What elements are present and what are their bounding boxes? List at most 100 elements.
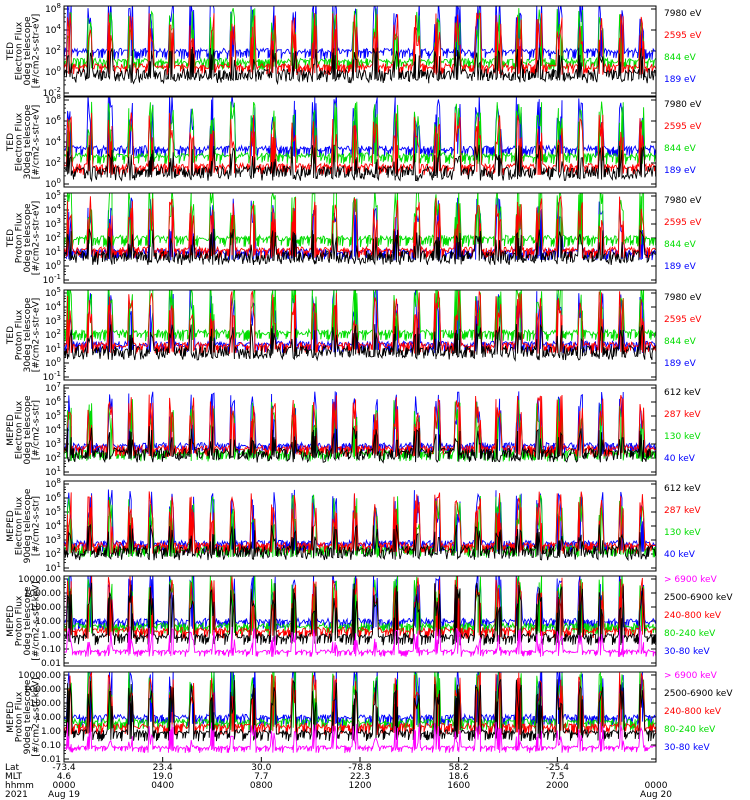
legend-entry: 2595 eV: [664, 31, 702, 41]
y-tick-label: 100: [45, 259, 61, 272]
y-tick-label: 105: [45, 189, 61, 202]
y-tick-label: 105: [45, 505, 61, 518]
series-trace-7980-eV: [64, 144, 656, 183]
legend-entry: 130 keV: [664, 432, 701, 442]
legend-entry: 189 eV: [664, 166, 697, 176]
y-axis-label-line: MEPED: [6, 605, 16, 637]
legend-entry: 80-240 keV: [664, 725, 716, 735]
y-axis-label-line: [#/cm2-s-str-eV]: [32, 201, 42, 276]
x-tick-label: 0400: [151, 781, 174, 791]
x-tick-label: 18.6: [449, 772, 469, 782]
y-axis-label-line: Electron Flux: [15, 400, 25, 459]
x-tick-label: 0000: [645, 781, 668, 791]
legend-entry: > 6900 keV: [664, 671, 718, 681]
legend-entry: 7980 eV: [664, 100, 702, 110]
trace-group: [64, 576, 656, 658]
y-tick-label: 108: [45, 2, 61, 15]
x-tick-label: 30.0: [251, 763, 271, 773]
legend-entry: 2595 eV: [664, 315, 702, 325]
trace-group: [64, 391, 656, 464]
panel-frame: [63, 5, 657, 97]
trace-group: [64, 489, 656, 562]
y-tick-label: 101: [45, 342, 61, 355]
legend-entry: 30-80 keV: [664, 743, 710, 753]
y-axis-label-line: [#/cm2-s-str-keV]: [32, 677, 42, 756]
y-axis-label-line: [#/cm2-s-str-eV]: [32, 298, 42, 373]
y-axis-label-line: 0deg telescope: [23, 203, 33, 273]
y-axis-label-line: MEPED: [6, 510, 16, 542]
y-tick-label: 1000.00: [24, 589, 61, 599]
legend-entry: 189 eV: [664, 359, 697, 369]
y-axis-label-line: 90deg telescope: [23, 488, 33, 563]
series-trace-189-eV: [64, 6, 656, 61]
y-axis-label-line: Electron Flux: [15, 496, 25, 555]
y-tick-label: 102: [45, 44, 61, 57]
x-tick-label: 7.7: [254, 772, 268, 782]
x-axis-row-label: MLT: [5, 772, 23, 782]
series-trace-7980-eV: [64, 323, 656, 362]
x-tick-label: 4.6: [57, 772, 72, 782]
legend-entry: 240-800 keV: [664, 707, 722, 717]
y-axis-label-line: TED: [6, 229, 16, 248]
legend-entry: 287 keV: [664, 410, 701, 420]
y-axis-label-line: TED: [6, 133, 16, 152]
y-axis-label-line: MEPED: [6, 701, 16, 733]
y-tick-label: 103: [45, 314, 61, 327]
series-trace-612-keV: [64, 523, 656, 562]
legend-entry: 40 keV: [664, 454, 696, 464]
x-tick-label: 1200: [349, 781, 372, 791]
y-axis-label-line: Proton Flux: [15, 595, 25, 646]
y-axis-label-line: Electron Flux: [15, 21, 25, 80]
y-tick-label: 106: [45, 491, 61, 504]
y-tick-label: 0.01: [41, 659, 61, 669]
y-tick-label: 10.00: [35, 713, 61, 723]
y-tick-label: 0.10: [41, 741, 61, 751]
trace-group: [64, 290, 656, 362]
series-trace-7980-eV: [64, 228, 656, 266]
legend-entry: 130 keV: [664, 528, 701, 538]
series-trace--6900-keV: [64, 721, 656, 754]
y-tick-label: 108: [45, 93, 61, 106]
y-tick-label: 103: [45, 533, 61, 546]
y-tick-label: 104: [45, 519, 61, 532]
legend-entry: 2500-6900 keV: [664, 593, 733, 603]
legend-entry: 2595 eV: [664, 122, 702, 132]
x-tick-label: 0800: [250, 781, 273, 791]
legend-entry: 844 eV: [664, 144, 697, 154]
x-tick-label: 2000: [546, 781, 569, 791]
y-axis-label-line: Proton Flux: [15, 212, 25, 263]
y-tick-label: 103: [45, 437, 61, 450]
y-tick-label: 1000.00: [24, 685, 61, 695]
y-tick-label: 10-1: [43, 370, 61, 383]
y-tick-label: 0.10: [41, 645, 61, 655]
y-axis-label-line: TED: [6, 42, 16, 61]
series-trace-2500-6900-keV: [64, 679, 656, 742]
y-tick-label: 104: [45, 203, 61, 216]
panel-frame: [63, 575, 657, 667]
panel-frame: [63, 480, 657, 572]
y-axis-label-line: 0deg telescope: [23, 586, 33, 656]
y-tick-label: 108: [45, 477, 61, 490]
y-tick-label: 100: [45, 356, 61, 369]
y-tick-label: 103: [45, 217, 61, 230]
y-tick-label: 104: [45, 300, 61, 313]
legend-entry: 189 eV: [664, 75, 697, 85]
trace-group: [64, 672, 656, 754]
y-tick-label: 106: [45, 395, 61, 408]
y-tick-label: 105: [45, 286, 61, 299]
x-axis-row-label: hhmm: [5, 781, 34, 791]
y-tick-label: 0.01: [41, 755, 61, 765]
y-tick-label: 104: [45, 423, 61, 436]
x-tick-label: 58.2: [449, 763, 469, 773]
series-trace--6900-keV: [64, 625, 656, 658]
legend-entry: 7980 eV: [664, 293, 702, 303]
x-axis-row-label: 2021: [5, 790, 28, 800]
legend-entry: > 6900 keV: [664, 575, 718, 585]
